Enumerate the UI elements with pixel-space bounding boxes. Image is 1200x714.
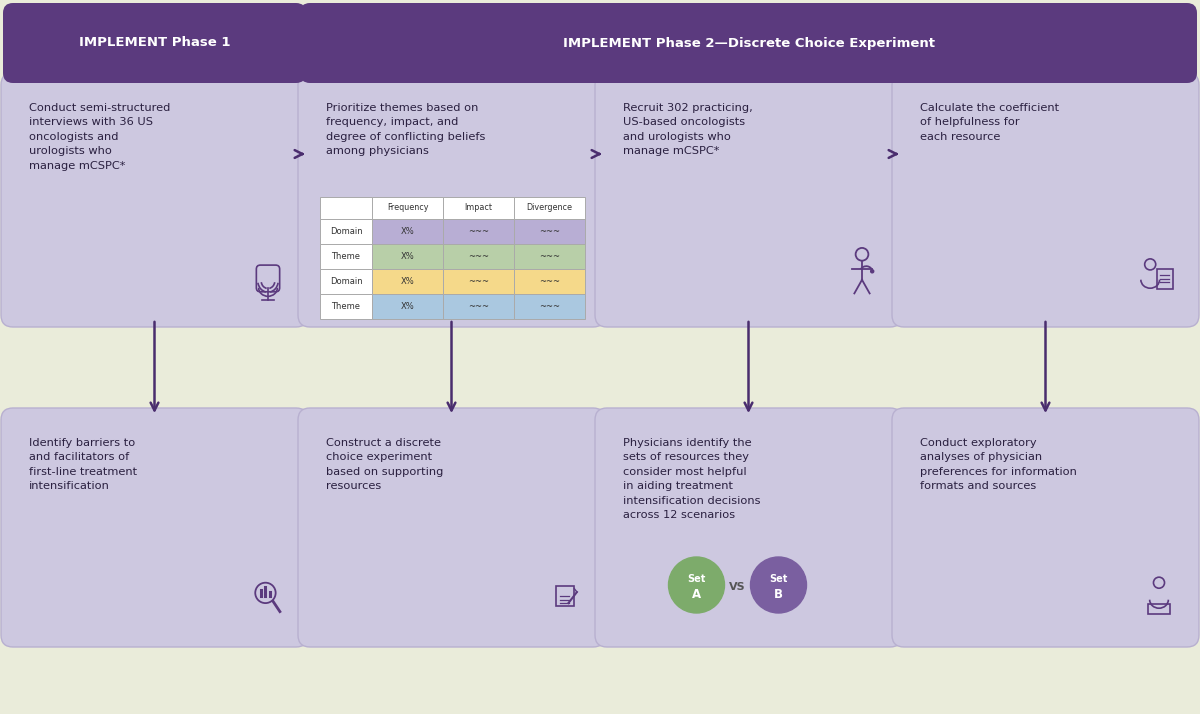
Text: Calculate the coefficient
of helpfulness for
each resource: Calculate the coefficient of helpfulness…	[920, 103, 1060, 142]
FancyBboxPatch shape	[443, 269, 514, 294]
FancyBboxPatch shape	[372, 244, 443, 269]
Text: A: A	[692, 588, 701, 600]
Text: ~~~: ~~~	[539, 227, 560, 236]
Text: ~~~: ~~~	[468, 252, 490, 261]
FancyBboxPatch shape	[892, 73, 1199, 327]
Text: Theme: Theme	[331, 302, 360, 311]
FancyBboxPatch shape	[300, 3, 1198, 83]
Text: Prioritize themes based on
frequency, impact, and
degree of conflicting beliefs
: Prioritize themes based on frequency, im…	[326, 103, 485, 156]
Text: Domain: Domain	[330, 227, 362, 236]
Text: Conduct semi-structured
interviews with 36 US
oncologists and
urologists who
man: Conduct semi-structured interviews with …	[29, 103, 170, 171]
FancyBboxPatch shape	[443, 244, 514, 269]
Text: X%: X%	[401, 277, 414, 286]
FancyBboxPatch shape	[2, 3, 306, 83]
Text: Divergence: Divergence	[527, 203, 572, 213]
FancyBboxPatch shape	[298, 73, 605, 327]
FancyBboxPatch shape	[514, 244, 586, 269]
Text: VS: VS	[730, 583, 746, 593]
Text: IMPLEMENT Phase 1: IMPLEMENT Phase 1	[79, 36, 230, 49]
FancyBboxPatch shape	[595, 408, 902, 647]
Text: X%: X%	[401, 302, 414, 311]
Text: IMPLEMENT Phase 2—Discrete Choice Experiment: IMPLEMENT Phase 2—Discrete Choice Experi…	[563, 36, 935, 49]
Text: ~~~: ~~~	[539, 252, 560, 261]
FancyBboxPatch shape	[320, 269, 372, 294]
Text: Theme: Theme	[331, 252, 360, 261]
FancyBboxPatch shape	[443, 197, 514, 219]
Text: ~~~: ~~~	[539, 277, 560, 286]
Circle shape	[750, 557, 806, 613]
FancyBboxPatch shape	[892, 408, 1199, 647]
FancyBboxPatch shape	[372, 269, 443, 294]
FancyBboxPatch shape	[372, 294, 443, 319]
Text: ~~~: ~~~	[468, 277, 490, 286]
Text: B: B	[774, 588, 784, 600]
Text: Impact: Impact	[464, 203, 492, 213]
Text: ~~~: ~~~	[539, 302, 560, 311]
FancyBboxPatch shape	[320, 244, 372, 269]
Text: Identify barriers to
and facilitators of
first-line treatment
intensification: Identify barriers to and facilitators of…	[29, 438, 137, 491]
Text: Domain: Domain	[330, 277, 362, 286]
FancyBboxPatch shape	[320, 294, 372, 319]
Text: Conduct exploratory
analyses of physician
preferences for information
formats an: Conduct exploratory analyses of physicia…	[920, 438, 1076, 491]
FancyBboxPatch shape	[372, 197, 443, 219]
Text: Physicians identify the
sets of resources they
consider most helpful
in aiding t: Physicians identify the sets of resource…	[623, 438, 761, 520]
FancyBboxPatch shape	[514, 294, 586, 319]
FancyBboxPatch shape	[514, 219, 586, 244]
Text: ~~~: ~~~	[468, 302, 490, 311]
Text: Frequency: Frequency	[386, 203, 428, 213]
Text: Recruit 302 practicing,
US-based oncologists
and urologists who
manage mCSPC*: Recruit 302 practicing, US-based oncolog…	[623, 103, 752, 156]
Text: ~~~: ~~~	[468, 227, 490, 236]
Text: X%: X%	[401, 252, 414, 261]
FancyBboxPatch shape	[514, 197, 586, 219]
FancyBboxPatch shape	[372, 219, 443, 244]
FancyBboxPatch shape	[443, 294, 514, 319]
FancyBboxPatch shape	[1, 73, 308, 327]
Text: Set: Set	[769, 575, 787, 585]
Text: X%: X%	[401, 227, 414, 236]
FancyBboxPatch shape	[320, 219, 372, 244]
FancyBboxPatch shape	[298, 408, 605, 647]
Text: Set: Set	[688, 575, 706, 585]
FancyBboxPatch shape	[320, 197, 372, 219]
Circle shape	[668, 557, 725, 613]
FancyBboxPatch shape	[514, 269, 586, 294]
FancyBboxPatch shape	[443, 219, 514, 244]
FancyBboxPatch shape	[1, 408, 308, 647]
FancyBboxPatch shape	[595, 73, 902, 327]
Text: Construct a discrete
choice experiment
based on supporting
resources: Construct a discrete choice experiment b…	[326, 438, 443, 491]
Circle shape	[871, 270, 874, 273]
